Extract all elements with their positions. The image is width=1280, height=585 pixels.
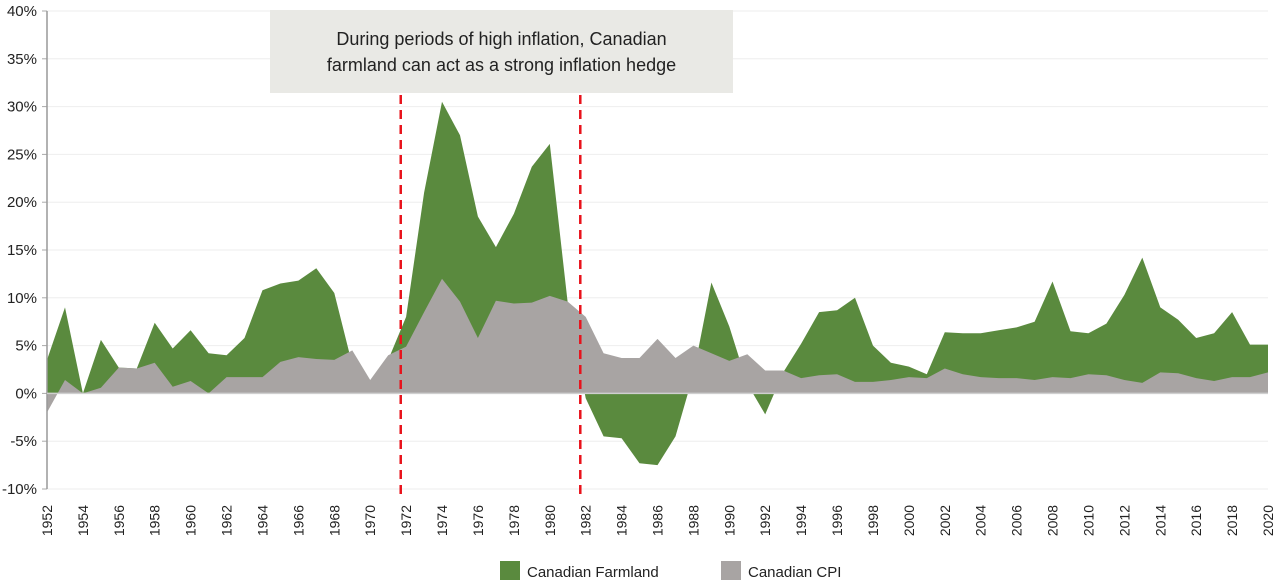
x-tick-labels: 1952 1954 1956 1958 1960 1962 1964 1966 1968 1970… bbox=[39, 505, 1276, 536]
reference-lines bbox=[399, 95, 582, 500]
legend: Canadian Farmland Canadian CPI bbox=[500, 561, 841, 581]
x-tick-label: 1994 bbox=[793, 505, 809, 536]
x-tick-label: 2014 bbox=[1152, 505, 1168, 536]
x-tick-label: 1958 bbox=[147, 505, 163, 536]
area-cpi bbox=[47, 278, 1268, 413]
x-tick-label: 1988 bbox=[685, 505, 701, 536]
x-tick-label: 1968 bbox=[326, 505, 342, 536]
y-tick-label: 40% bbox=[7, 3, 37, 20]
x-tick-label: 1960 bbox=[183, 505, 199, 536]
y-tick-label: 30% bbox=[7, 99, 37, 116]
y-tick-label: -10% bbox=[2, 481, 37, 498]
x-tick-label: 2004 bbox=[973, 505, 989, 536]
y-tick-labels: -10% -5% 0% 5% 10% 15% 20% 25% 30% 35% 40% bbox=[2, 3, 37, 498]
x-tick-label: 1982 bbox=[578, 505, 594, 536]
y-tick-label: 20% bbox=[7, 194, 37, 211]
x-tick-label: 2012 bbox=[1116, 505, 1132, 536]
y-tick-label: 35% bbox=[7, 51, 37, 68]
x-tick-label: 1998 bbox=[865, 505, 881, 536]
y-tick-label: 25% bbox=[7, 146, 37, 163]
x-tick-label: 2016 bbox=[1188, 505, 1204, 536]
x-tick-label: 2002 bbox=[937, 505, 953, 536]
y-tick-label: 15% bbox=[7, 242, 37, 259]
x-tick-label: 1976 bbox=[470, 505, 486, 536]
x-tick-label: 2008 bbox=[1045, 505, 1061, 536]
x-tick-label: 2006 bbox=[1009, 505, 1025, 536]
x-tick-label: 1980 bbox=[542, 505, 558, 536]
axes bbox=[46, 11, 1268, 489]
x-tick-label: 1970 bbox=[362, 505, 378, 536]
annotation-text: During periods of high inflation, Canadi… bbox=[326, 28, 677, 75]
y-tick-label: -5% bbox=[10, 433, 37, 450]
annotation-box: During periods of high inflation, Canadi… bbox=[270, 10, 733, 93]
x-tick-label: 1954 bbox=[75, 505, 91, 536]
x-tick-label: 1996 bbox=[829, 505, 845, 536]
x-tick-label: 1986 bbox=[650, 505, 666, 536]
x-tick-label: 1966 bbox=[290, 505, 306, 536]
x-tick-label: 1972 bbox=[398, 505, 414, 536]
x-tick-label: 1992 bbox=[757, 505, 773, 536]
x-tick-label: 2010 bbox=[1080, 505, 1096, 536]
x-tick-label: 2018 bbox=[1224, 505, 1240, 536]
plot-areas bbox=[47, 101, 1268, 466]
area-farmland bbox=[47, 101, 1268, 466]
x-tick-label: 1962 bbox=[219, 505, 235, 536]
legend-swatch-cpi bbox=[721, 561, 741, 580]
x-tick-label: 2000 bbox=[901, 505, 917, 536]
x-tick-label: 1978 bbox=[506, 505, 522, 536]
legend-swatch-farmland bbox=[500, 561, 520, 580]
x-tick-label: 1952 bbox=[39, 505, 55, 536]
x-tick-label: 1964 bbox=[254, 505, 270, 536]
y-tick-label: 0% bbox=[15, 385, 37, 402]
x-tick-label: 1974 bbox=[434, 505, 450, 536]
x-tick-label: 2020 bbox=[1260, 505, 1276, 536]
x-tick-label: 1984 bbox=[614, 505, 630, 536]
y-tick-label: 5% bbox=[15, 338, 37, 355]
legend-label-farmland: Canadian Farmland bbox=[527, 564, 659, 581]
x-tick-label: 1990 bbox=[721, 505, 737, 536]
y-tick-label: 10% bbox=[7, 290, 37, 307]
legend-label-cpi: Canadian CPI bbox=[748, 564, 841, 581]
x-tick-label: 1956 bbox=[111, 505, 127, 536]
